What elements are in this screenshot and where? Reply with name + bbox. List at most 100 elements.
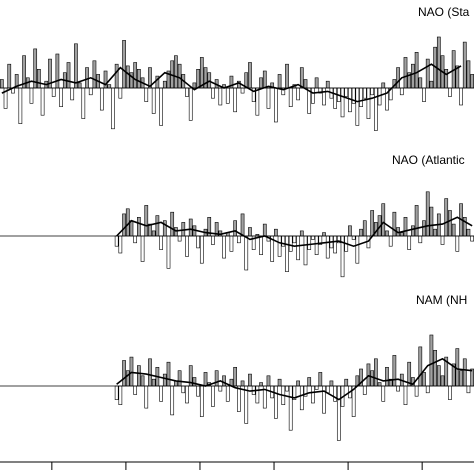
bar [214,370,219,387]
bar [122,360,126,387]
bar [296,235,300,261]
panel-title: NAM (NH [416,293,467,307]
bar [225,385,230,402]
bar [429,206,434,237]
bar [177,370,182,387]
bar [422,220,426,237]
bar [118,235,123,254]
bar [318,372,323,387]
bar [470,74,474,89]
bar [244,235,249,271]
bar [125,65,130,89]
bar [411,225,415,237]
bar [422,372,426,387]
bar [336,385,341,441]
bar [425,58,430,89]
bar [166,235,171,269]
bar [466,385,471,394]
bar [237,235,241,244]
bar [144,87,149,102]
bar [285,63,289,89]
bar [370,210,375,237]
bar [385,366,389,387]
bar [414,385,419,397]
bar [462,358,467,387]
bar [399,232,404,237]
bar [99,87,104,111]
bar [333,87,337,109]
bar [277,235,282,257]
bar [40,87,45,116]
bar [192,82,197,89]
bar [459,370,463,387]
bar [355,87,360,126]
bar [288,385,293,431]
bar [351,235,356,240]
bar [399,87,404,96]
bar [285,385,289,392]
bar [122,213,126,237]
bar [322,232,326,237]
bar [125,370,130,387]
bar [218,385,223,392]
bar [266,87,271,109]
bar [159,87,163,126]
bar [296,87,300,101]
bar [425,385,430,394]
bar [414,205,419,237]
bar [248,373,252,387]
smoothed-line [116,216,473,248]
bar [322,385,326,414]
bar [151,378,156,387]
bar [444,69,449,89]
bar [133,385,138,395]
bar [248,227,252,237]
bar [140,235,145,262]
bar [162,373,167,387]
bar [266,375,271,387]
bar [355,235,360,264]
bar [466,228,471,237]
bar [185,385,189,404]
bar [455,235,460,252]
bar [255,87,260,116]
bar [203,372,208,387]
bar [274,228,278,237]
bar [303,79,308,89]
bar [159,385,163,402]
bar [411,63,415,89]
bar [222,375,226,387]
bar [299,385,304,411]
bar [311,87,315,104]
bar [470,368,474,387]
bar [188,218,193,237]
bar [185,87,189,97]
bar [248,62,252,89]
bar [0,79,4,89]
bar [129,220,134,237]
bar [303,235,308,266]
bar [362,220,367,237]
bar [396,67,400,89]
bar [381,82,386,89]
bar [166,361,171,387]
bar [436,36,441,89]
bar [18,87,23,125]
bar [436,365,441,387]
bar [7,63,12,89]
bar [199,235,204,264]
bar [155,215,160,237]
bar [81,87,86,119]
bar [199,385,204,417]
bar [222,235,226,259]
bar [170,385,175,416]
bar [70,87,75,101]
bar [74,43,78,89]
bar [274,385,278,419]
bar [211,385,215,407]
bar [307,235,312,250]
bar [285,235,289,273]
bar [237,385,241,412]
bar [262,223,267,237]
bar [177,63,182,89]
